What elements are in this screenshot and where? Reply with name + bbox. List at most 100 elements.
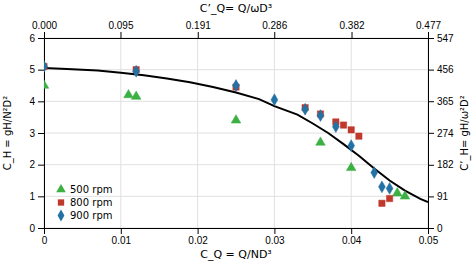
tick-label: 2 bbox=[29, 159, 35, 170]
tick-mark bbox=[428, 165, 434, 166]
tick: 0 bbox=[29, 223, 44, 234]
point bbox=[317, 110, 324, 122]
legend-symbol bbox=[58, 199, 64, 205]
point bbox=[302, 103, 309, 115]
tick-label: 0 bbox=[437, 223, 443, 234]
marks bbox=[44, 61, 428, 207]
tick-mark bbox=[428, 196, 434, 197]
tick: 6 bbox=[29, 33, 44, 44]
tick-mark bbox=[38, 70, 44, 71]
tick: 0.382 bbox=[340, 20, 365, 38]
tick-label: 0.477 bbox=[416, 20, 441, 31]
tick-label: 182 bbox=[437, 159, 454, 170]
point bbox=[386, 195, 392, 201]
legend-label: 500 rpm bbox=[70, 184, 112, 195]
tick: 0.03 bbox=[265, 228, 285, 246]
axis-line bbox=[38, 39, 45, 229]
tick: 0.02 bbox=[188, 228, 208, 246]
y-axis-title: C_H = gH/N²D² bbox=[2, 96, 14, 171]
tick-mark bbox=[274, 32, 275, 38]
legend-item: 500 rpm bbox=[56, 184, 112, 195]
x-axis-title: C_Q = Q/ND³ bbox=[200, 248, 272, 261]
tick-label: 547 bbox=[437, 33, 454, 44]
x2-axis: 0.0000.0950.1910.2860.3820.477 bbox=[32, 20, 441, 39]
point bbox=[131, 91, 141, 99]
point bbox=[44, 80, 49, 88]
tick: 4 bbox=[29, 96, 44, 107]
point bbox=[271, 94, 278, 106]
tick-mark bbox=[38, 165, 44, 166]
tick: 0.191 bbox=[186, 20, 211, 38]
chart: 00.010.020.030.040.0501234560.0000.0950.… bbox=[0, 0, 474, 262]
point bbox=[400, 191, 410, 199]
grid-line bbox=[44, 101, 428, 102]
tick-label: 0.04 bbox=[342, 235, 362, 246]
tick-mark bbox=[120, 32, 121, 38]
legend: 500 rpm 800 rpm 900 rpm bbox=[56, 184, 112, 221]
tick-label: 274 bbox=[437, 128, 454, 139]
point bbox=[233, 80, 240, 92]
tick-label: 0.01 bbox=[112, 235, 132, 246]
tick-label: 1 bbox=[29, 191, 35, 202]
point bbox=[386, 183, 393, 195]
point bbox=[379, 200, 385, 206]
y2-axis-title: C’_H= gH/ω²D² bbox=[459, 95, 471, 171]
grid-line bbox=[44, 133, 428, 134]
x2-axis-title: C’_Q= Q/ωD³ bbox=[200, 2, 273, 15]
tick: 456 bbox=[428, 64, 454, 75]
x-axis: 0 0.01 0.02 0.03 0.04 0.05 bbox=[42, 228, 439, 246]
point bbox=[332, 121, 339, 133]
point bbox=[231, 115, 241, 123]
point bbox=[348, 127, 354, 133]
tick-label: 0 bbox=[42, 235, 48, 246]
tick: 3 bbox=[29, 128, 44, 139]
tick-label: 0.382 bbox=[340, 20, 365, 31]
tick-mark bbox=[198, 32, 199, 38]
tick: 274 bbox=[428, 128, 454, 139]
tick-mark bbox=[44, 32, 45, 38]
tick-label: 0.03 bbox=[265, 235, 285, 246]
tick-mark bbox=[428, 228, 434, 229]
tick-mark bbox=[352, 32, 353, 38]
tick: 365 bbox=[428, 96, 454, 107]
tick-mark bbox=[428, 101, 434, 102]
tick-label: 3 bbox=[29, 128, 35, 139]
legend-label: 800 rpm bbox=[70, 197, 112, 208]
tick-label: 0.05 bbox=[419, 235, 439, 246]
tick-mark bbox=[121, 228, 122, 234]
point bbox=[44, 61, 47, 73]
point bbox=[124, 89, 134, 97]
point bbox=[392, 188, 402, 196]
tick-label: 91 bbox=[437, 191, 449, 202]
point-series bbox=[44, 80, 410, 199]
legend-item: 800 rpm bbox=[58, 197, 113, 208]
tick-label: 0 bbox=[29, 223, 35, 234]
tick: 0.05 bbox=[419, 228, 439, 246]
tick-label: 456 bbox=[437, 64, 454, 75]
tick-mark bbox=[38, 196, 44, 197]
tick: 0.000 bbox=[32, 20, 57, 38]
point bbox=[316, 137, 326, 145]
tick-mark bbox=[274, 228, 275, 234]
legend-symbol bbox=[58, 210, 65, 222]
tick-mark bbox=[428, 32, 429, 38]
tick-mark bbox=[428, 133, 434, 134]
tick-mark bbox=[38, 133, 44, 134]
point-series bbox=[44, 63, 393, 206]
tick: 2 bbox=[29, 159, 44, 170]
tick-mark bbox=[198, 228, 199, 234]
legend-label: 900 rpm bbox=[70, 210, 112, 221]
tick-label: 0.191 bbox=[186, 20, 211, 31]
grid bbox=[44, 38, 428, 228]
tick: 0 bbox=[428, 223, 443, 234]
point-series bbox=[44, 61, 393, 195]
legend-symbol bbox=[56, 184, 66, 192]
tick: 0.01 bbox=[112, 228, 132, 246]
tick-mark bbox=[38, 38, 44, 39]
tick-mark bbox=[38, 228, 44, 229]
tick: 91 bbox=[428, 191, 449, 202]
y2-axis: 0 91 182 274 365 456 547 bbox=[428, 33, 454, 234]
tick-label: 365 bbox=[437, 96, 454, 107]
point bbox=[340, 122, 346, 128]
tick-label: 6 bbox=[29, 33, 35, 44]
